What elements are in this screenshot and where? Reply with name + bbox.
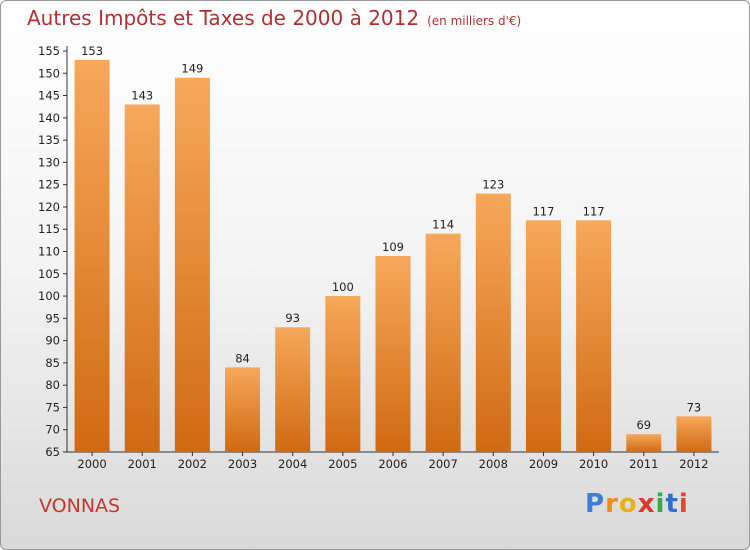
- data-label: 114: [432, 218, 454, 232]
- bar: [475, 193, 511, 453]
- y-tick-label: 95: [45, 311, 60, 325]
- y-tick-label: 85: [45, 356, 60, 370]
- chart-subtitle: (en milliers d'€): [427, 14, 522, 28]
- y-tick-label: 140: [38, 111, 60, 125]
- bar: [275, 327, 311, 452]
- bar: [425, 233, 461, 452]
- x-tick-label: 2001: [128, 457, 157, 471]
- x-tick-label: 2011: [629, 457, 658, 471]
- x-tick-label: 2000: [77, 457, 106, 471]
- data-label: 123: [482, 178, 504, 192]
- bar: [676, 416, 712, 452]
- x-tick-label: 2004: [278, 457, 307, 471]
- logo-letter: i: [655, 489, 666, 519]
- x-tick-label: 2003: [228, 457, 257, 471]
- bar: [375, 255, 411, 452]
- data-label: 73: [687, 400, 702, 414]
- y-tick-label: 115: [38, 222, 60, 236]
- logo-letter: P: [585, 489, 606, 519]
- commune-name: VONNAS: [39, 495, 121, 517]
- y-tick-label: 135: [38, 133, 60, 147]
- logo-letter: r: [605, 489, 619, 519]
- data-label: 109: [382, 240, 404, 254]
- chart-title: Autres Impôts et Taxes de 2000 à 2012: [27, 6, 420, 30]
- y-tick-label: 120: [38, 200, 60, 214]
- bar: [174, 77, 210, 452]
- x-tick-label: 2006: [378, 457, 407, 471]
- data-label: 117: [532, 204, 554, 218]
- bar: [576, 220, 612, 452]
- x-tick-label: 2009: [529, 457, 558, 471]
- proxiti-logo: Proxiti: [585, 489, 689, 519]
- data-label: 100: [332, 280, 354, 294]
- bar: [525, 220, 561, 452]
- y-tick-label: 125: [38, 178, 60, 192]
- title-row: Autres Impôts et Taxes de 2000 à 2012 (en…: [27, 6, 521, 30]
- data-label: 117: [583, 204, 605, 218]
- data-label: 153: [81, 44, 103, 58]
- bar: [325, 296, 361, 452]
- x-tick-label: 2007: [429, 457, 458, 471]
- y-tick-label: 65: [45, 445, 60, 459]
- x-tick-label: 2005: [328, 457, 357, 471]
- y-tick-label: 150: [38, 66, 60, 80]
- y-tick-label: 100: [38, 289, 60, 303]
- data-label: 143: [131, 88, 153, 102]
- y-tick-label: 80: [45, 378, 60, 392]
- y-tick-label: 75: [45, 400, 60, 414]
- data-label: 84: [235, 351, 250, 365]
- logo-letter: t: [665, 489, 679, 519]
- x-tick-label: 2002: [178, 457, 207, 471]
- logo-letter: i: [678, 489, 689, 519]
- x-tick-label: 2008: [479, 457, 508, 471]
- logo-letter: o: [618, 489, 638, 519]
- y-tick-label: 90: [45, 334, 60, 348]
- bar: [225, 367, 261, 452]
- logo-letter: x: [637, 489, 656, 519]
- x-tick-label: 2012: [679, 457, 708, 471]
- y-tick-label: 110: [38, 245, 60, 259]
- data-label: 93: [285, 311, 300, 325]
- y-tick-label: 130: [38, 155, 60, 169]
- y-tick-label: 155: [38, 44, 60, 58]
- data-label: 149: [181, 62, 203, 76]
- bar: [124, 104, 160, 452]
- y-tick-label: 105: [38, 267, 60, 281]
- y-tick-label: 70: [45, 423, 60, 437]
- x-tick-label: 2010: [579, 457, 608, 471]
- bar: [74, 59, 110, 453]
- data-label: 69: [636, 418, 651, 432]
- bar: [626, 434, 662, 452]
- y-tick-label: 145: [38, 89, 60, 103]
